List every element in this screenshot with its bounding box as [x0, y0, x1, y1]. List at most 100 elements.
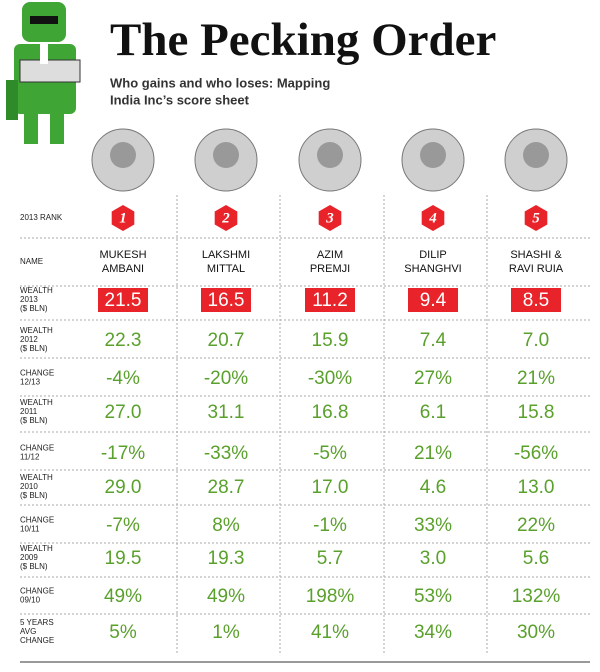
- rank-number: 3: [325, 210, 334, 226]
- value: 3.0: [420, 548, 446, 569]
- value: 49%: [104, 586, 142, 607]
- mascot: [6, 2, 81, 144]
- value: 31.1: [208, 402, 245, 423]
- row-label: WEALTH: [20, 473, 53, 482]
- value: 53%: [414, 586, 452, 607]
- row-label: CHANGE: [20, 444, 54, 453]
- value: -20%: [204, 368, 248, 389]
- value: -30%: [308, 368, 352, 389]
- value: 9.4: [420, 290, 447, 311]
- row-label: ($ BLN): [20, 304, 48, 313]
- value: -5%: [313, 443, 347, 464]
- rank-number: 4: [428, 210, 437, 226]
- value: 7.0: [523, 330, 549, 351]
- value: 132%: [512, 586, 561, 607]
- row-label: ($ BLN): [20, 344, 48, 353]
- row-label: 2011: [20, 407, 38, 416]
- row-label: 2012: [20, 335, 38, 344]
- highlight-box: [511, 288, 561, 312]
- highlight-box: [201, 288, 251, 312]
- row-label: ($ BLN): [20, 416, 48, 425]
- name: AZIM: [317, 249, 343, 261]
- name: DILIP: [419, 249, 447, 261]
- rank-badge: [214, 205, 238, 231]
- value: 21%: [517, 368, 555, 389]
- highlight-box: [98, 288, 148, 312]
- value: 22%: [517, 515, 555, 536]
- value: 16.5: [208, 290, 245, 311]
- row-label: 5 YEARS: [20, 618, 54, 627]
- value: -56%: [514, 443, 558, 464]
- value: 15.8: [518, 402, 555, 423]
- value: 28.7: [208, 477, 245, 498]
- value: 29.0: [105, 477, 142, 498]
- name: AMBANI: [102, 263, 144, 275]
- rank-number: 2: [221, 210, 230, 226]
- row-label: ($ BLN): [20, 491, 48, 500]
- value: 16.8: [312, 402, 349, 423]
- value: 27%: [414, 368, 452, 389]
- subtitle: India Inc’s score sheet: [110, 92, 250, 107]
- value: 198%: [306, 586, 355, 607]
- row-label: CHANGE: [20, 369, 54, 378]
- portrait-face: [213, 142, 239, 168]
- portrait-face: [523, 142, 549, 168]
- name: MUKESH: [99, 249, 146, 261]
- value: 33%: [414, 515, 452, 536]
- value: 20.7: [208, 330, 245, 351]
- value: 30%: [517, 622, 555, 643]
- row-label: WEALTH: [20, 286, 53, 295]
- row-label: WEALTH: [20, 544, 53, 553]
- value: 19.5: [105, 548, 142, 569]
- row-label: 11/12: [20, 453, 40, 462]
- value: 21%: [414, 443, 452, 464]
- portrait-face: [317, 142, 343, 168]
- row-label: CHANGE: [20, 587, 54, 596]
- value: 6.1: [420, 402, 446, 423]
- value: 5.6: [523, 548, 549, 569]
- name: SHANGHVI: [404, 263, 461, 275]
- value: 5%: [109, 622, 137, 643]
- row-label: 09/10: [20, 596, 41, 605]
- row-label: WEALTH: [20, 398, 53, 407]
- value: 7.4: [420, 330, 447, 351]
- value: 5.7: [317, 548, 343, 569]
- highlight-box: [305, 288, 355, 312]
- value: 49%: [207, 586, 245, 607]
- row-label: 12/13: [20, 378, 41, 387]
- value: 8%: [212, 515, 240, 536]
- value: -17%: [101, 443, 145, 464]
- row-label: CHANGE: [20, 516, 54, 525]
- rank-badge: [421, 205, 445, 231]
- row-label: AVG: [20, 627, 36, 636]
- rank-number: 1: [119, 210, 127, 226]
- name: LAKSHMI: [202, 249, 250, 261]
- value: 4.6: [420, 477, 446, 498]
- value: -4%: [106, 368, 140, 389]
- row-label: CHANGE: [20, 636, 54, 645]
- value: -33%: [204, 443, 248, 464]
- title: The Pecking Order: [110, 14, 496, 66]
- row-label: NAME: [20, 257, 43, 266]
- rank-number: 5: [532, 210, 540, 226]
- value: 22.3: [105, 330, 142, 351]
- value: 19.3: [208, 548, 245, 569]
- row-label: WEALTH: [20, 326, 53, 335]
- value: 15.9: [312, 330, 349, 351]
- value: 17.0: [312, 477, 349, 498]
- value: 41%: [311, 622, 349, 643]
- row-label: 10/11: [20, 525, 40, 534]
- name: PREMJI: [310, 263, 350, 275]
- value: 8.5: [523, 290, 549, 311]
- portrait-face: [420, 142, 446, 168]
- value: 34%: [414, 622, 452, 643]
- value: -7%: [106, 515, 140, 536]
- rank-badge: [318, 205, 342, 231]
- value: 1%: [212, 622, 240, 643]
- value: 27.0: [105, 402, 142, 423]
- highlight-box: [408, 288, 458, 312]
- name: MITTAL: [207, 263, 245, 275]
- rank-badge: [524, 205, 548, 231]
- name: SHASHI &: [510, 249, 562, 261]
